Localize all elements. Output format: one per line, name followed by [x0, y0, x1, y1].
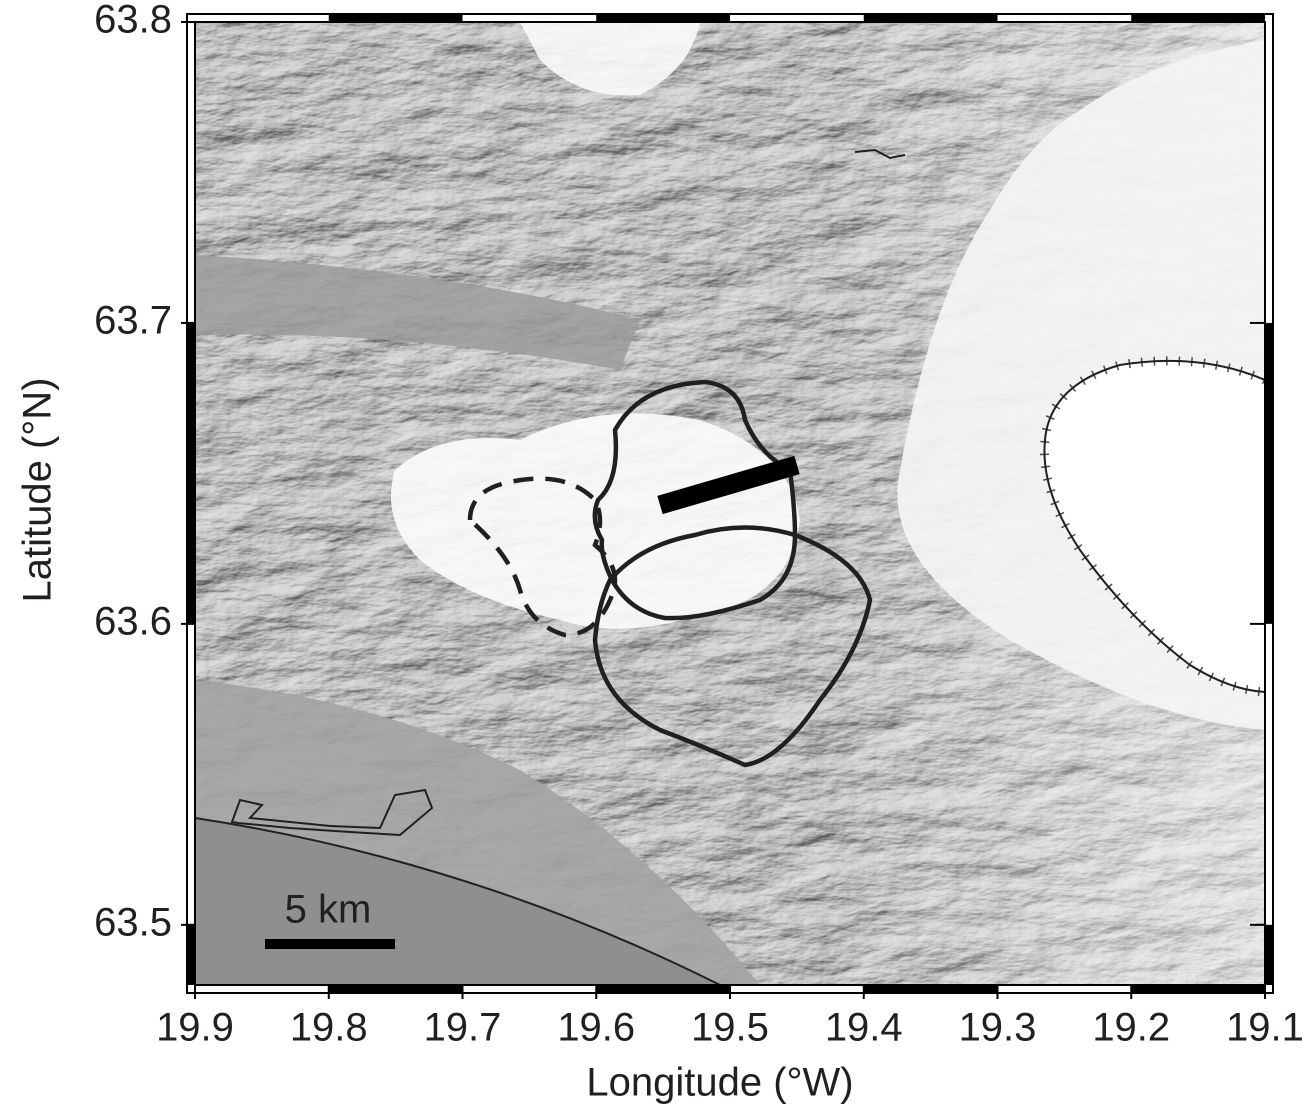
- frame-band: [1131, 985, 1265, 993]
- frame-band: [187, 323, 195, 624]
- x-tick-label: 19.3: [959, 1006, 1037, 1050]
- y-tick-label: 63.8: [94, 0, 172, 42]
- x-tick-label: 19.1: [1226, 1006, 1304, 1050]
- x-axis-label: Longitude (°W): [586, 1061, 853, 1105]
- x-tick-label: 19.8: [290, 1006, 368, 1050]
- frame-band: [596, 14, 730, 22]
- x-tick-label: 19.7: [424, 1006, 502, 1050]
- x-tick-label: 19.5: [691, 1006, 769, 1050]
- frame-band: [187, 925, 195, 985]
- frame-band: [1265, 323, 1273, 624]
- frame-band: [1131, 14, 1265, 22]
- scale-bar-label: 5 km: [285, 888, 372, 932]
- x-tick-label: 19.4: [825, 1006, 903, 1050]
- x-tick-label: 19.9: [156, 1006, 234, 1050]
- frame-band: [1265, 925, 1273, 985]
- map-figure: 5 km Longitude (°W) Latitude (°N) 19.9 19…: [0, 0, 1311, 1117]
- y-tick-label: 63.7: [94, 299, 172, 343]
- frame-band: [329, 14, 463, 22]
- frame-band: [329, 985, 463, 993]
- x-tick-label: 19.6: [557, 1006, 635, 1050]
- frame-band: [864, 14, 998, 22]
- y-tick-label: 63.5: [94, 900, 172, 944]
- y-axis-label: Latitude (°N): [16, 378, 60, 603]
- frame-band: [864, 985, 998, 993]
- frame-band: [596, 985, 730, 993]
- map-area: [195, 22, 1265, 985]
- x-tick-label: 19.2: [1092, 1006, 1170, 1050]
- y-tick-label: 63.6: [94, 599, 172, 643]
